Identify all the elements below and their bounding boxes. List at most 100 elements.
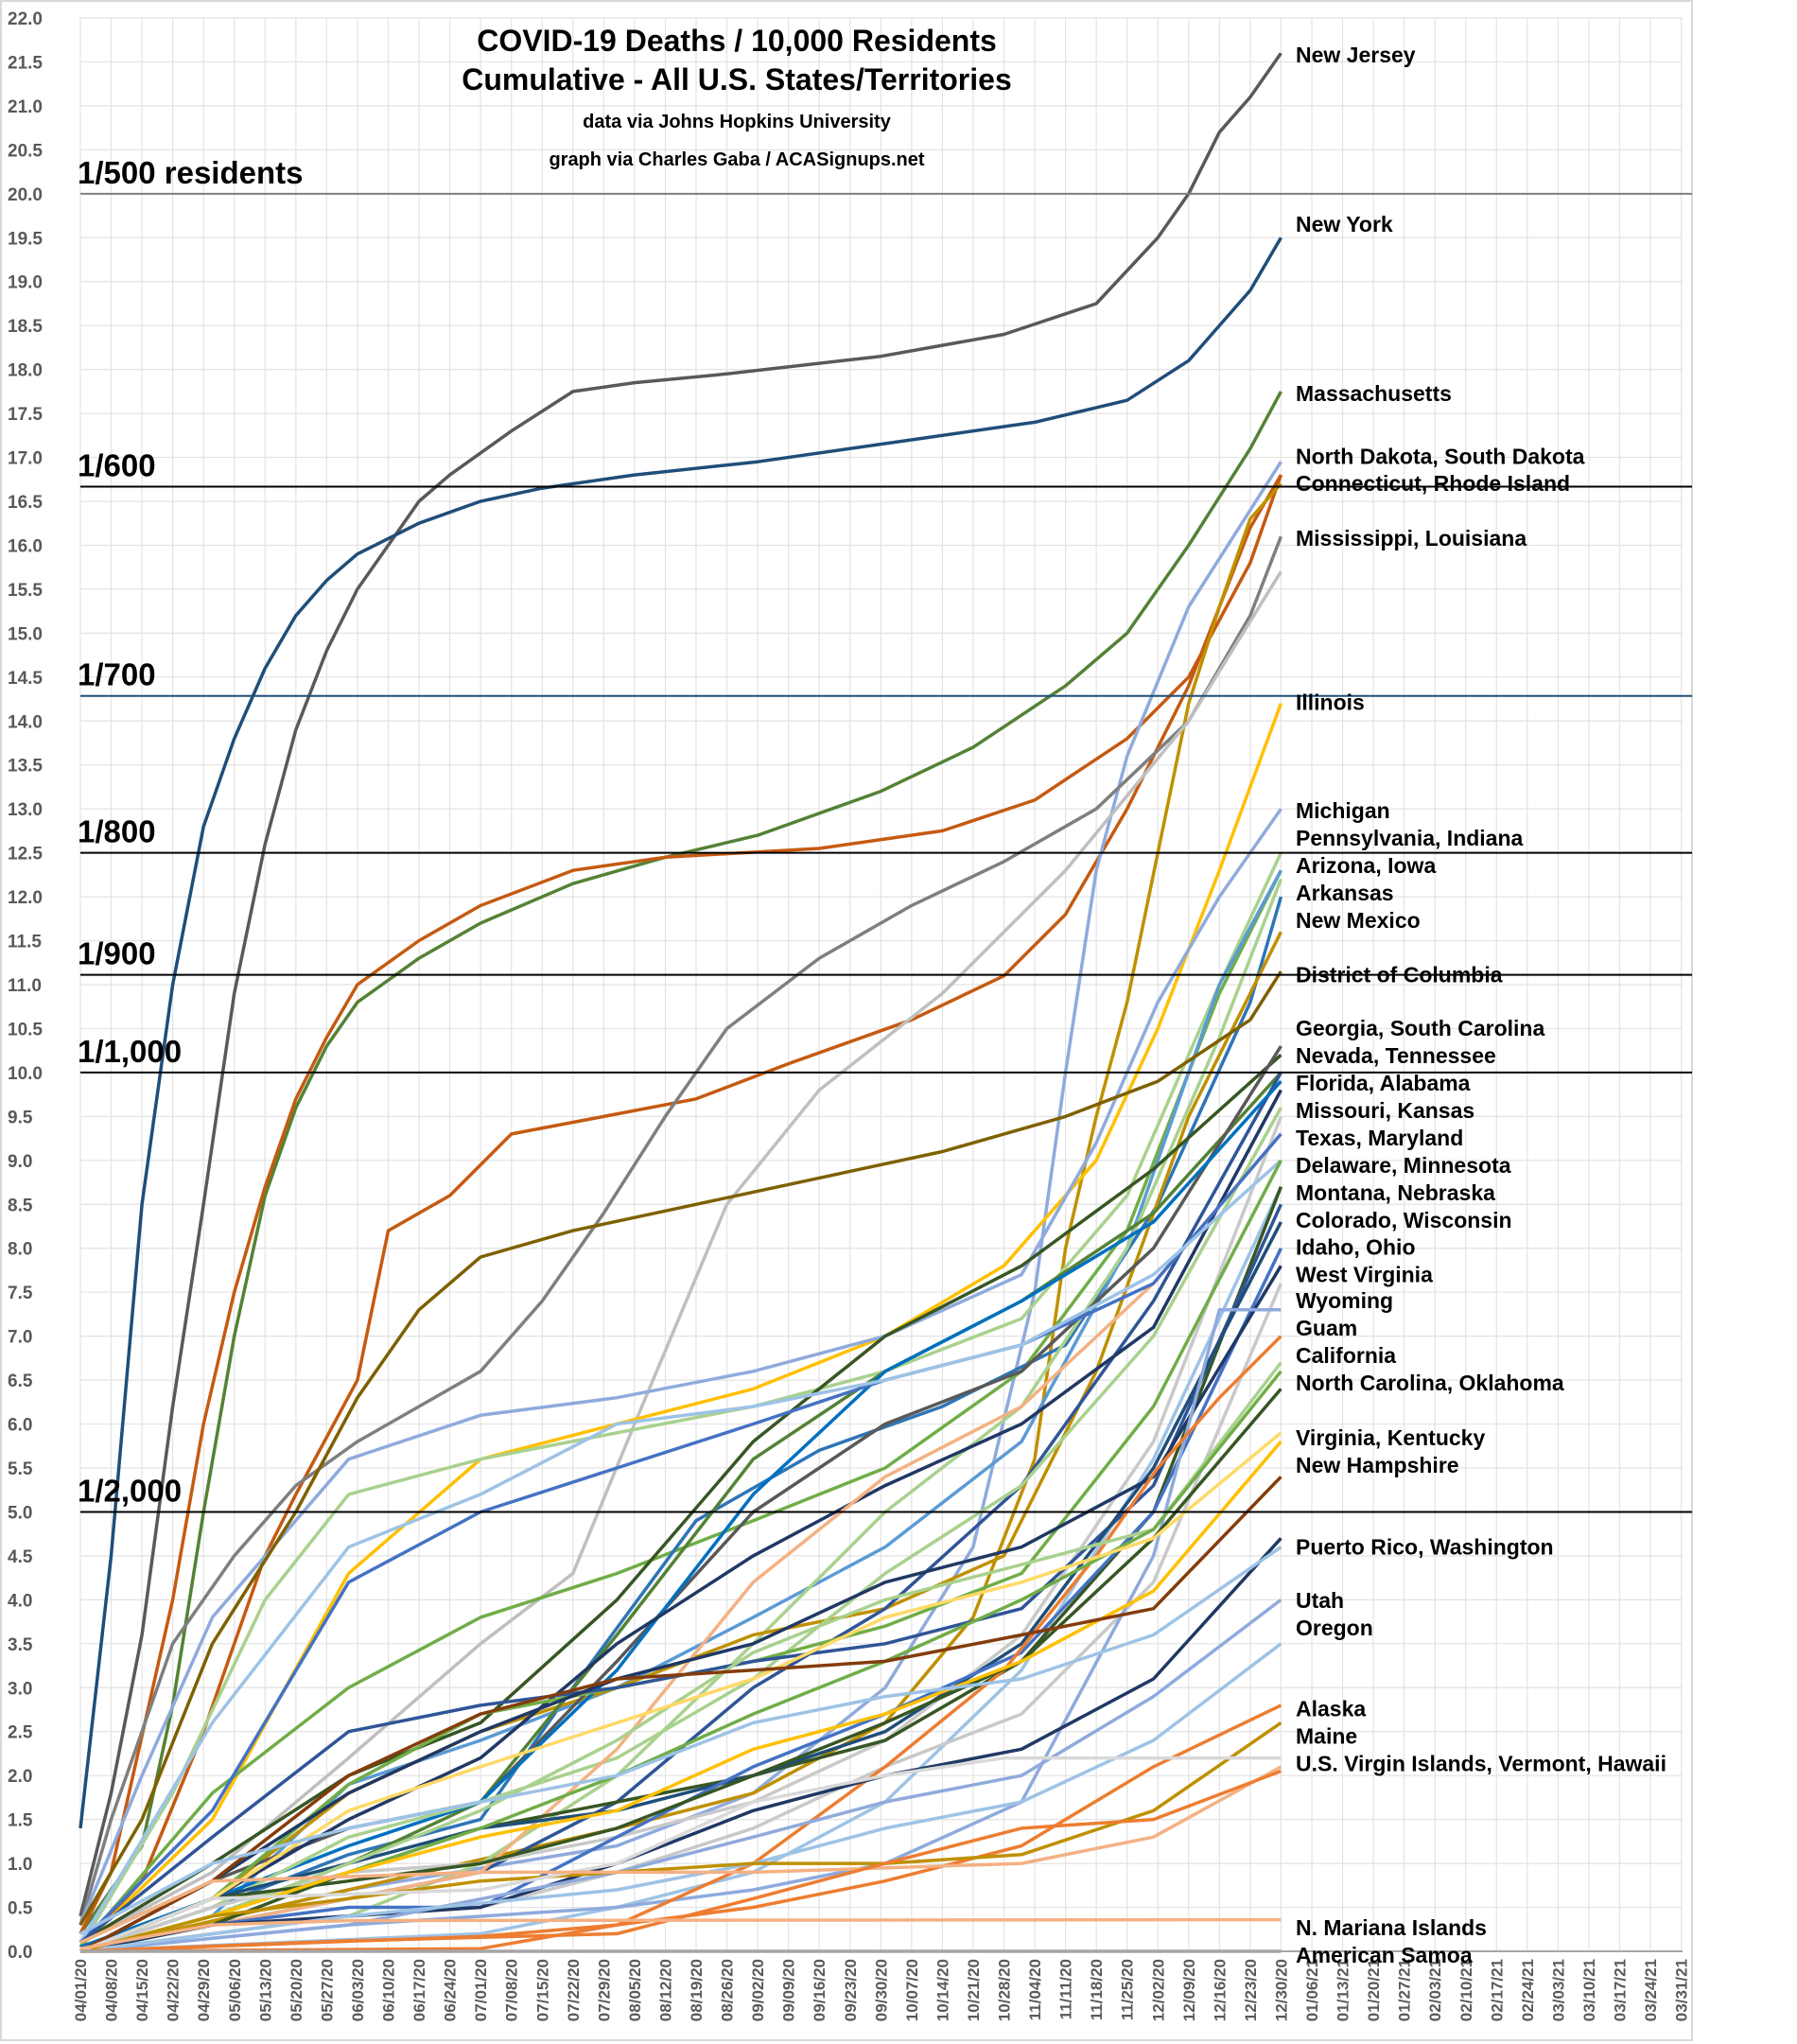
y-tick-label: 13.5	[8, 757, 43, 777]
series-line-virginia	[79, 1431, 1282, 1953]
y-tick-label: 17.0	[8, 449, 43, 469]
gridlines	[79, 17, 1683, 1952]
series-line-pennsylvania	[79, 851, 1282, 1948]
end-label: U.S. Virgin Islands, Vermont, Hawaii	[1296, 1751, 1666, 1775]
end-label: District of Columbia	[1296, 963, 1503, 987]
end-label: Colorado, Wisconsin	[1296, 1208, 1512, 1232]
x-tick-label: 12/23/20	[1242, 1959, 1260, 2021]
y-tick-label: 16.0	[8, 536, 43, 556]
end-label: New Mexico	[1296, 908, 1421, 933]
y-tick-label: 3.0	[8, 1679, 32, 1699]
end-label: Florida, Alabama	[1296, 1071, 1471, 1095]
x-tick-label: 06/24/20	[442, 1959, 460, 2021]
x-tick-label: 04/29/20	[195, 1959, 213, 2021]
series-line-rhode-island	[79, 474, 1282, 1948]
end-label: Massachusetts	[1296, 381, 1452, 406]
y-tick-label: 19.0	[8, 273, 43, 293]
reference-line-label: 1/600	[78, 447, 156, 482]
series-line-vermont	[79, 1765, 1282, 1945]
x-tick-label: 02/17/21	[1488, 1959, 1506, 2021]
end-label: New Hampshire	[1296, 1453, 1459, 1477]
reference-line-label: 1/800	[78, 814, 156, 849]
x-tick-label: 09/16/20	[811, 1959, 829, 2021]
chart-title: COVID-19 Deaths / 10,000 Residents	[477, 24, 997, 58]
series-line-louisiana	[79, 535, 1283, 1926]
series-line-connecticut	[79, 474, 1283, 1935]
series-line-maryland	[79, 1132, 1282, 1944]
end-label: N. Mariana Islands	[1296, 1915, 1487, 1940]
x-tick-label: 06/10/20	[380, 1959, 398, 2021]
x-tick-label: 10/07/20	[903, 1959, 921, 2021]
y-tick-label: 8.5	[8, 1196, 33, 1215]
end-label: Wyoming	[1296, 1288, 1393, 1313]
end-label: Connecticut, Rhode Island	[1296, 471, 1570, 496]
end-label: California	[1296, 1343, 1396, 1368]
series-line-oklahoma	[79, 1388, 1282, 1953]
x-tick-label: 06/03/20	[349, 1959, 367, 2021]
x-tick-label: 11/11/20	[1057, 1959, 1075, 2019]
x-tick-label: 08/26/20	[719, 1959, 737, 2021]
y-tick-label: 21.0	[8, 97, 43, 117]
x-tick-label: 10/14/20	[933, 1959, 951, 2021]
x-tick-label: 07/22/20	[565, 1959, 583, 2021]
end-label: Nevada, Tennessee	[1296, 1043, 1496, 1068]
y-tick-label: 15.0	[8, 624, 43, 644]
end-label: Delaware, Minnesota	[1296, 1153, 1511, 1178]
end-label: Montana, Nebraska	[1296, 1180, 1495, 1205]
y-tick-label: 12.5	[8, 845, 43, 865]
reference-line-label: 1/700	[78, 657, 156, 692]
x-tick-label: 12/16/20	[1211, 1959, 1229, 2021]
y-tick-label: 0.0	[8, 1943, 32, 1963]
end-label: Illinois	[1296, 690, 1365, 715]
end-label: Puerto Rico, Washington	[1296, 1535, 1554, 1560]
y-tick-label: 2.5	[8, 1723, 33, 1743]
end-label: American Samoa	[1296, 1943, 1473, 1967]
x-tick-label: 07/08/20	[503, 1959, 521, 2021]
y-tick-label: 10.5	[8, 1020, 43, 1039]
y-tick-label: 1.0	[8, 1855, 32, 1875]
series-line-south-dakota	[79, 482, 1282, 1953]
series-line-utah	[79, 1599, 1282, 1953]
series-line-new-mexico	[79, 931, 1282, 1953]
reference-line-label: 1/900	[78, 936, 156, 971]
y-tick-label: 20.0	[8, 185, 43, 205]
end-label: Pennsylvania, Indiana	[1296, 826, 1524, 850]
end-label: Guam	[1296, 1316, 1357, 1340]
x-tick-label: 02/24/21	[1519, 1959, 1537, 2021]
x-tick-label: 01/20/21	[1365, 1959, 1383, 2021]
end-label: Alaska	[1296, 1697, 1366, 1721]
end-label: Virginia, Kentucky	[1296, 1425, 1485, 1450]
x-tick-label: 04/15/20	[133, 1959, 151, 2021]
end-label: Maine	[1296, 1723, 1357, 1748]
x-tick-label: 05/27/20	[318, 1959, 336, 2021]
x-tick-label: 12/30/20	[1272, 1959, 1290, 2021]
x-tick-label: 01/13/21	[1335, 1959, 1352, 2021]
y-tick-label: 17.5	[8, 405, 43, 425]
x-tick-label: 03/10/21	[1580, 1959, 1598, 2021]
y-tick-label: 4.5	[8, 1547, 33, 1567]
series-line-arizona	[79, 896, 1283, 1953]
series-line-alaska	[79, 1703, 1282, 1953]
series-line-kentucky	[79, 1440, 1282, 1953]
series-line-oregon	[79, 1642, 1282, 1953]
series-line-district-of-columbia	[79, 970, 1282, 1926]
end-label: Michigan	[1296, 798, 1390, 823]
y-tick-label: 5.0	[8, 1503, 32, 1523]
y-tick-label: 9.0	[8, 1152, 32, 1172]
series-line-puerto-rico	[79, 1537, 1282, 1953]
series-line-georgia	[79, 1053, 1282, 1945]
x-tick-label: 12/02/20	[1149, 1959, 1167, 2021]
x-tick-label: 02/10/21	[1457, 1959, 1475, 2021]
y-tick-label: 8.0	[8, 1240, 32, 1260]
x-tick-label: 09/23/20	[842, 1959, 860, 2021]
y-tick-label: 7.0	[8, 1328, 32, 1348]
x-tick-label: 04/01/20	[72, 1959, 90, 2021]
series-line-washington	[79, 1546, 1282, 1935]
end-label: New Jersey	[1296, 43, 1416, 67]
y-tick-label: 3.5	[8, 1635, 33, 1655]
series-line-hawaii	[79, 1769, 1282, 1953]
series-line-u-s-virgin-islands	[79, 1756, 1282, 1953]
end-label: Utah	[1296, 1588, 1344, 1613]
end-label: Georgia, South Carolina	[1296, 1016, 1544, 1040]
series-line-massachusetts	[79, 391, 1282, 1935]
